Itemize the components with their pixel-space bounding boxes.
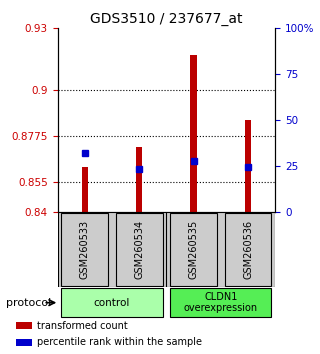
Bar: [16, 339, 32, 346]
Bar: [61, 213, 108, 286]
Bar: [136, 147, 142, 212]
Text: GSM260536: GSM260536: [243, 220, 253, 279]
Bar: [190, 55, 197, 212]
Text: percentile rank within the sample: percentile rank within the sample: [37, 337, 202, 347]
Text: CLDN1
overexpression: CLDN1 overexpression: [184, 292, 258, 314]
Bar: [170, 288, 271, 317]
Text: GSM260534: GSM260534: [134, 220, 144, 279]
Title: GDS3510 / 237677_at: GDS3510 / 237677_at: [90, 12, 243, 26]
Text: GSM260533: GSM260533: [80, 220, 90, 279]
Text: protocol: protocol: [6, 298, 52, 308]
Bar: [82, 167, 88, 212]
Text: transformed count: transformed count: [37, 321, 128, 331]
Bar: [170, 213, 217, 286]
Bar: [116, 213, 163, 286]
Text: GSM260535: GSM260535: [188, 220, 199, 279]
Bar: [16, 322, 32, 329]
Text: control: control: [94, 298, 130, 308]
Bar: [225, 213, 271, 286]
Bar: [61, 288, 163, 317]
Bar: [245, 120, 251, 212]
